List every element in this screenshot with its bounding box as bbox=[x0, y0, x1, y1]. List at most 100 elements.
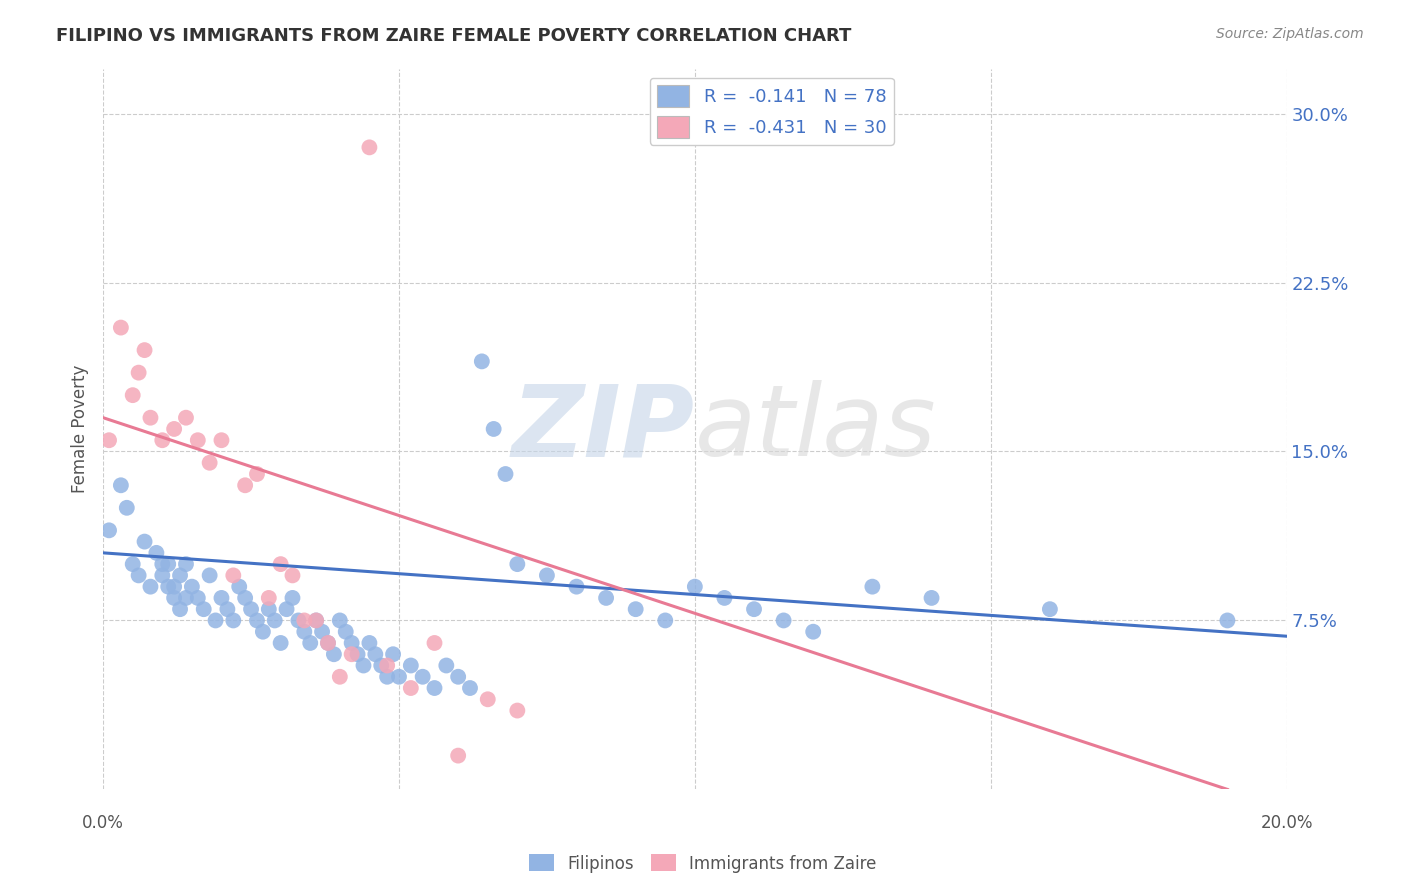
Point bbox=[477, 692, 499, 706]
Point bbox=[801, 624, 824, 639]
Y-axis label: Female Poverty: Female Poverty bbox=[72, 365, 89, 493]
Point bbox=[228, 580, 250, 594]
Point bbox=[506, 704, 529, 718]
Point bbox=[305, 614, 328, 628]
Point bbox=[110, 320, 132, 334]
Point bbox=[204, 614, 226, 628]
Legend: Filipinos, Immigrants from Zaire: Filipinos, Immigrants from Zaire bbox=[523, 847, 883, 880]
Point bbox=[335, 624, 357, 639]
Point bbox=[98, 434, 121, 448]
Point bbox=[246, 614, 269, 628]
Point bbox=[174, 557, 197, 571]
Text: atlas: atlas bbox=[695, 381, 936, 477]
Point bbox=[311, 624, 333, 639]
Point bbox=[388, 670, 411, 684]
Point bbox=[654, 614, 676, 628]
Point bbox=[263, 614, 285, 628]
Point bbox=[222, 568, 245, 582]
Point bbox=[252, 624, 274, 639]
Point bbox=[287, 614, 309, 628]
Point bbox=[447, 748, 470, 763]
Point bbox=[536, 568, 558, 582]
Point bbox=[434, 658, 457, 673]
Point bbox=[506, 557, 529, 571]
Point bbox=[742, 602, 765, 616]
Point bbox=[98, 524, 121, 538]
Point bbox=[233, 478, 256, 492]
Point bbox=[211, 434, 233, 448]
Point bbox=[340, 636, 363, 650]
Point bbox=[222, 614, 245, 628]
Point bbox=[157, 557, 180, 571]
Point bbox=[110, 478, 132, 492]
Point bbox=[624, 602, 647, 616]
Point bbox=[198, 456, 221, 470]
Point bbox=[482, 422, 505, 436]
Point bbox=[316, 636, 339, 650]
Point bbox=[163, 422, 186, 436]
Point bbox=[163, 580, 186, 594]
Point bbox=[211, 591, 233, 605]
Point bbox=[447, 670, 470, 684]
Point bbox=[180, 580, 202, 594]
Point bbox=[198, 568, 221, 582]
Point bbox=[353, 658, 375, 673]
Point bbox=[292, 624, 315, 639]
Point bbox=[150, 557, 173, 571]
Point bbox=[115, 500, 138, 515]
Point bbox=[329, 670, 352, 684]
Point bbox=[128, 568, 150, 582]
Point bbox=[163, 591, 186, 605]
Point bbox=[346, 647, 368, 661]
Point bbox=[772, 614, 794, 628]
Point bbox=[375, 670, 398, 684]
Point bbox=[860, 580, 883, 594]
Text: ZIP: ZIP bbox=[512, 381, 695, 477]
Point bbox=[270, 557, 292, 571]
Point bbox=[270, 636, 292, 650]
Point bbox=[292, 614, 315, 628]
Point bbox=[281, 591, 304, 605]
Point bbox=[683, 580, 706, 594]
Point bbox=[565, 580, 588, 594]
Point bbox=[257, 591, 280, 605]
Point bbox=[329, 614, 352, 628]
Point bbox=[187, 591, 209, 605]
Point bbox=[713, 591, 735, 605]
Point bbox=[169, 602, 191, 616]
Point bbox=[174, 410, 197, 425]
Point bbox=[134, 534, 156, 549]
Point bbox=[921, 591, 943, 605]
Point bbox=[471, 354, 494, 368]
Point bbox=[276, 602, 298, 616]
Point bbox=[134, 343, 156, 358]
Point bbox=[423, 636, 446, 650]
Point bbox=[240, 602, 263, 616]
Point bbox=[595, 591, 617, 605]
Point bbox=[316, 636, 339, 650]
Point bbox=[412, 670, 434, 684]
Point bbox=[128, 366, 150, 380]
Point bbox=[150, 434, 173, 448]
Point bbox=[174, 591, 197, 605]
Text: 20.0%: 20.0% bbox=[1260, 814, 1313, 832]
Point bbox=[359, 636, 381, 650]
Point bbox=[495, 467, 517, 481]
Point bbox=[299, 636, 322, 650]
Point bbox=[121, 388, 143, 402]
Point bbox=[399, 658, 422, 673]
Point bbox=[233, 591, 256, 605]
Text: FILIPINO VS IMMIGRANTS FROM ZAIRE FEMALE POVERTY CORRELATION CHART: FILIPINO VS IMMIGRANTS FROM ZAIRE FEMALE… bbox=[56, 27, 852, 45]
Legend: R =  -0.141   N = 78, R =  -0.431   N = 30: R = -0.141 N = 78, R = -0.431 N = 30 bbox=[650, 78, 894, 145]
Point bbox=[305, 614, 328, 628]
Point bbox=[257, 602, 280, 616]
Point bbox=[1039, 602, 1062, 616]
Point bbox=[375, 658, 398, 673]
Point bbox=[187, 434, 209, 448]
Point bbox=[139, 410, 162, 425]
Point bbox=[382, 647, 405, 661]
Point bbox=[145, 546, 167, 560]
Point bbox=[157, 580, 180, 594]
Point bbox=[193, 602, 215, 616]
Point bbox=[458, 681, 481, 695]
